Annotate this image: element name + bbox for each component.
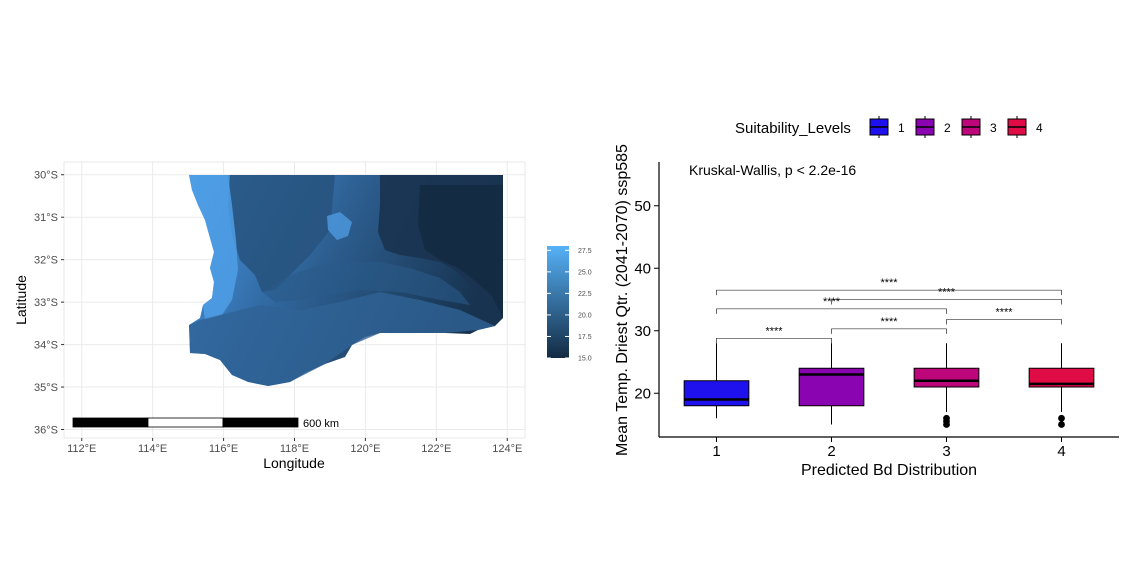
map-lat-tick-label: 30°S [34, 170, 58, 182]
colorbar-tick-label: 27.5 [578, 248, 592, 255]
significance-bracket: **** [946, 307, 1062, 325]
map-lon-tick-label: 114°E [138, 443, 167, 455]
scale-bar-label: 600 km [303, 418, 339, 430]
legend-label: 2 [944, 121, 951, 135]
significance-bracket: **** [716, 296, 947, 314]
boxplot-y-tick-label: 50 [634, 198, 651, 215]
bracket-line [716, 289, 1062, 296]
map-lat-tick-label: 32°S [34, 255, 58, 267]
box-iqr [1028, 367, 1095, 388]
significance-bracket: **** [716, 325, 832, 344]
map-lon-tick-label: 112°E [67, 443, 96, 455]
boxplot-x-tick-label: 1 [712, 443, 720, 460]
legend: Suitability_Levels 1 2 3 4 [735, 116, 1043, 138]
colorbar: 27.5 25.0 22.5 20.0 17.5 15.0 [547, 246, 592, 363]
box-iqr [913, 367, 980, 388]
box-outlier [943, 421, 950, 428]
colorbar-tick-label: 20.0 [578, 312, 592, 319]
bracket-label: **** [880, 316, 898, 328]
boxplot-axes: 20 30 40 50 1 2 3 4 [634, 162, 1119, 460]
legend-item-2: 2 [915, 116, 951, 138]
box-group-4 [1028, 343, 1095, 428]
legend-title: Suitability_Levels [735, 120, 851, 137]
boxplot-y-axis-label: Mean Temp. Driest Qtr. (2041-2070) ssp58… [614, 144, 631, 456]
land-zone-darkest-east [418, 185, 503, 318]
map-lat-tick-label: 33°S [34, 297, 58, 309]
colorbar-tick-label: 22.5 [578, 291, 592, 298]
bracket-label: **** [995, 307, 1013, 319]
colorbar-tick-label: 17.5 [578, 334, 592, 341]
significance-brackets: **** **** **** **** **** **** [716, 277, 1062, 344]
legend-item-4: 4 [1007, 116, 1043, 138]
land-zone-midband [262, 262, 470, 305]
bracket-line [831, 299, 1062, 305]
bracket-label: **** [823, 296, 841, 308]
land-zone-mid-north [228, 175, 335, 292]
land-zone-south [189, 292, 495, 386]
map-lon-tick-label: 120°E [350, 443, 380, 455]
map-lon-tick-label: 122°E [421, 443, 451, 455]
colorbar-gradient [547, 246, 569, 358]
map-latitude-ticks: 30°S 31°S 32°S 33°S 34°S 35°S 36°S [34, 170, 64, 437]
legend-item-1: 1 [869, 116, 905, 138]
land-zone-lake [327, 212, 352, 240]
legend-label: 3 [990, 121, 997, 135]
map-y-axis-label: Latitude [13, 275, 29, 325]
boxplot-x-tick-label: 4 [1057, 443, 1065, 460]
map-panel: 600 km 112°E 114°E 116°E 118°E 120°E 122°E 124… [13, 161, 526, 471]
boxplot-x-tick-label: 2 [827, 443, 835, 460]
boxplot-boxes [683, 343, 1095, 428]
boxplot-x-tick-label: 3 [942, 443, 950, 460]
bracket-line [716, 337, 832, 344]
box-outlier [1058, 421, 1065, 428]
significance-bracket: **** [831, 287, 1062, 305]
significance-bracket: **** [716, 277, 1062, 296]
map-lat-tick-label: 31°S [34, 212, 58, 224]
legend-label: 1 [898, 121, 905, 135]
bracket-line [831, 328, 947, 334]
box-outlier [1058, 414, 1065, 422]
box-group-1 [683, 343, 750, 419]
box-iqr [683, 380, 750, 407]
box-group-3 [913, 343, 980, 428]
bracket-label: **** [765, 325, 783, 337]
map-raster: 600 km [72, 175, 503, 430]
bracket-line [716, 308, 947, 314]
map-lat-tick-label: 35°S [34, 382, 58, 394]
boxplot-y-tick-label: 20 [634, 385, 651, 402]
land-zone-light-coast [189, 175, 238, 320]
boxplot-y-tick-label: 40 [634, 260, 651, 277]
bracket-label: **** [880, 277, 898, 289]
map-lat-tick-label: 34°S [34, 340, 58, 352]
bracket-label: **** [938, 287, 956, 299]
map-lat-tick-label: 36°S [34, 425, 58, 437]
bracket-line [946, 319, 1062, 325]
box-group-2 [798, 343, 865, 425]
map-lon-tick-label: 124°E [492, 443, 522, 455]
boxplot-x-axis-label: Predicted Bd Distribution [801, 462, 977, 479]
scale-bar [72, 417, 299, 428]
kruskal-wallis-annotation: Kruskal-Wallis, p < 2.2e-16 [689, 162, 856, 178]
colorbar-ticks: 27.5 25.0 22.5 20.0 17.5 15.0 [547, 248, 592, 363]
legend-label: 4 [1036, 121, 1043, 135]
map-lon-tick-label: 118°E [280, 443, 309, 455]
significance-bracket: **** [831, 316, 947, 334]
map-lon-tick-label: 116°E [209, 443, 238, 455]
map-x-axis-label: Longitude [263, 455, 325, 471]
colorbar-tick-label: 25.0 [578, 269, 592, 276]
colorbar-tick-label: 15.0 [578, 356, 592, 363]
boxplot-panel: Suitability_Levels 1 2 3 4 Kruskal-Wallis, … [614, 116, 1119, 479]
boxplot-y-tick-label: 30 [634, 323, 651, 340]
map-longitude-ticks: 112°E 114°E 116°E 118°E 120°E 122°E 124°E [67, 438, 522, 455]
legend-item-3: 3 [961, 116, 997, 138]
